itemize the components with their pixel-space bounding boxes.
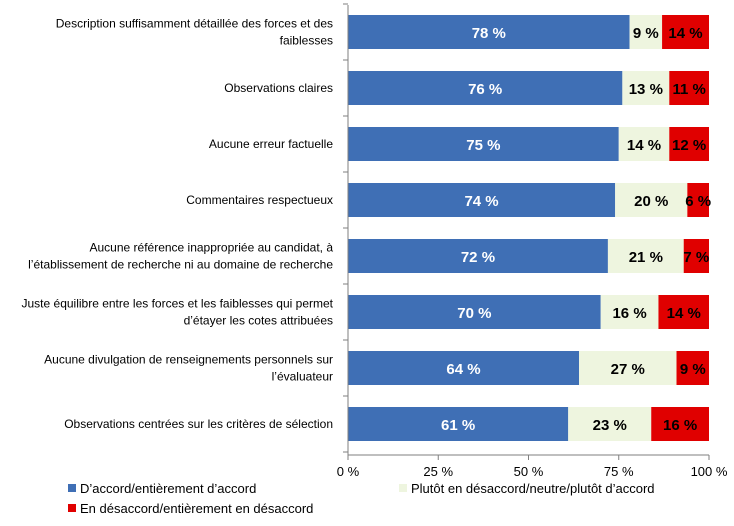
bar-segment xyxy=(658,295,709,329)
data-label: 21 % xyxy=(629,249,663,266)
data-label: 78 % xyxy=(472,25,506,42)
legend-label: Plutôt en désaccord/neutre/plutôt d’acco… xyxy=(411,481,655,496)
bar-segment xyxy=(348,71,623,105)
legend-label: D’accord/entièrement d’accord xyxy=(80,481,256,496)
x-axis: 0 % 25 % 50 % 75 % 100 % xyxy=(337,3,728,479)
category-label: l’évaluateur xyxy=(272,370,333,384)
category-label: Juste équilibre entre les forces et les … xyxy=(22,297,334,311)
bars-layer xyxy=(348,15,709,441)
bar-segment xyxy=(683,239,709,273)
category-labels-layer: Description suffisamment détaillée des f… xyxy=(22,17,334,432)
data-label: 9 % xyxy=(633,25,659,42)
bar-segment xyxy=(669,71,709,105)
legend-swatch xyxy=(68,504,76,512)
bar-segment xyxy=(600,295,659,329)
x-tick-label: 50 % xyxy=(514,464,544,479)
legend: D’accord/entièrement d’accord Plutôt en d… xyxy=(68,481,655,516)
bar-segment xyxy=(676,351,709,385)
x-tick-label: 0 % xyxy=(337,464,360,479)
data-label: 14 % xyxy=(668,25,702,42)
category-label: faiblesses xyxy=(280,34,333,48)
bar-segment xyxy=(618,127,670,161)
category-label: Aucune erreur factuelle xyxy=(209,137,333,151)
category-label: Description suffisamment détaillée des f… xyxy=(56,17,333,31)
bar-segment xyxy=(607,239,684,273)
bar-segment xyxy=(348,239,608,273)
bar-segment xyxy=(622,71,670,105)
legend-swatch xyxy=(399,484,407,492)
bar-segment xyxy=(579,351,677,385)
x-tick-label: 100 % xyxy=(691,464,728,479)
data-label: 14 % xyxy=(627,137,661,154)
bar-segment xyxy=(348,351,580,385)
data-label: 23 % xyxy=(593,417,627,434)
bar-segment xyxy=(662,15,709,49)
bar-segment xyxy=(615,183,688,217)
bar-segment xyxy=(348,183,616,217)
data-label: 20 % xyxy=(634,193,668,210)
data-label: 13 % xyxy=(629,81,663,98)
data-label: 74 % xyxy=(464,193,498,210)
category-label: Aucune divulgation de renseignements per… xyxy=(44,353,333,367)
bar-segment xyxy=(348,15,630,49)
data-label: 72 % xyxy=(461,249,495,266)
legend-label: En désaccord/entièrement en désaccord xyxy=(80,501,313,516)
category-label: d’étayer les cotes attribuées xyxy=(184,314,333,328)
bar-segment xyxy=(669,127,709,161)
data-label: 6 % xyxy=(685,193,711,210)
data-label: 76 % xyxy=(468,81,502,98)
bar-labels-layer: 78 % 9 % 14 % 76 % 13 % 11 % 75 % 14 % 12 % 74 % 2… xyxy=(441,25,711,434)
bar-segment xyxy=(687,183,709,217)
data-label: 9 % xyxy=(680,361,706,378)
legend-swatch xyxy=(68,484,76,492)
data-label: 7 % xyxy=(683,249,709,266)
category-label: Commentaires respectueux xyxy=(186,193,333,207)
data-label: 14 % xyxy=(667,305,701,322)
data-label: 64 % xyxy=(446,361,480,378)
data-label: 16 % xyxy=(612,305,646,322)
data-label: 27 % xyxy=(611,361,645,378)
category-label: Observations claires xyxy=(224,81,333,95)
data-label: 75 % xyxy=(466,137,500,154)
bar-segment xyxy=(629,15,663,49)
x-tick-label: 25 % xyxy=(423,464,453,479)
bar-segment xyxy=(348,127,619,161)
bar-segment xyxy=(568,407,652,441)
x-tick-label: 75 % xyxy=(604,464,634,479)
data-label: 70 % xyxy=(457,305,491,322)
category-label: Observations centrées sur les critères d… xyxy=(64,417,333,431)
bar-segment xyxy=(651,407,709,441)
bar-segment xyxy=(348,295,601,329)
category-label: Aucune référence inappropriée au candida… xyxy=(89,241,333,255)
data-label: 16 % xyxy=(663,417,697,434)
category-label: l’établissement de recherche ni au domai… xyxy=(28,258,333,272)
data-label: 61 % xyxy=(441,417,475,434)
data-label: 11 % xyxy=(672,81,705,98)
data-label: 12 % xyxy=(672,137,706,154)
bar-segment xyxy=(348,407,569,441)
